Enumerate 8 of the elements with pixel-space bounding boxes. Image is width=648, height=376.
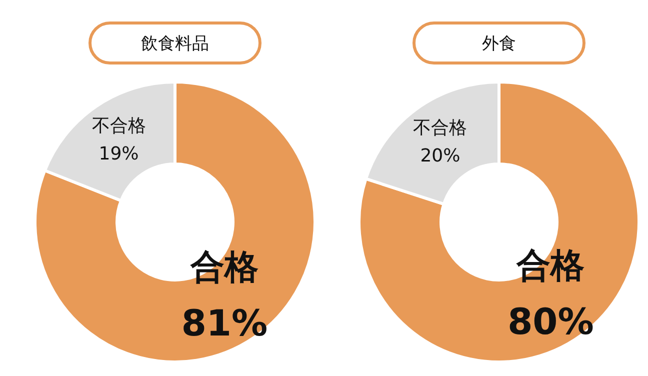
- chart-title: 外食: [482, 34, 516, 54]
- slice-label: 不合格: [92, 116, 146, 137]
- data-label: 80%: [508, 302, 594, 343]
- slice-label: 不合格: [413, 117, 468, 138]
- data-label: 81%: [181, 303, 268, 344]
- data-label: 19%: [98, 144, 139, 165]
- chart-title: 飲食料品: [141, 34, 209, 54]
- data-label: 20%: [420, 145, 460, 166]
